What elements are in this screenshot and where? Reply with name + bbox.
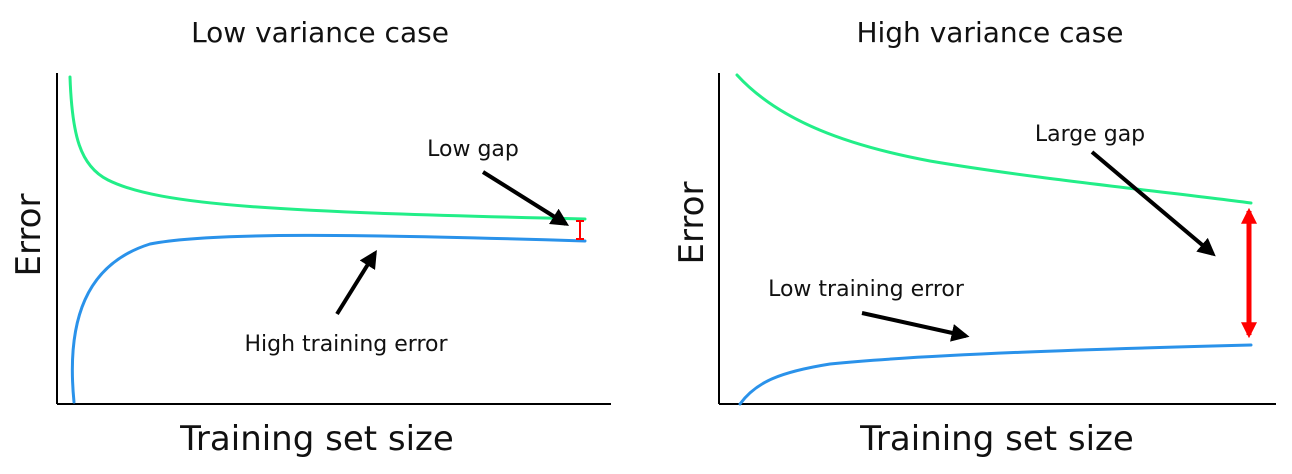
panel-high-variance: High variance case Error Training set si… bbox=[672, 16, 1276, 459]
large-gap-arrow bbox=[1090, 150, 1216, 257]
annotation-low-training-error: Low training error bbox=[768, 277, 965, 302]
x-axis-label-low-variance: Training set size bbox=[179, 419, 454, 459]
validation-error-curve-low-variance bbox=[68, 75, 587, 221]
panel-low-variance: Low variance case Error Training set siz… bbox=[9, 16, 611, 459]
high-training-error-arrow bbox=[335, 249, 377, 316]
annotation-low-gap: Low gap bbox=[427, 137, 519, 162]
training-error-curve-low-variance bbox=[70, 233, 587, 404]
validation-error-curve-high-variance bbox=[735, 73, 1253, 205]
y-axis-label-high-variance: Error bbox=[672, 182, 712, 265]
training-error-curve-high-variance bbox=[738, 343, 1253, 406]
annotation-high-training-error: High training error bbox=[244, 332, 448, 357]
x-axis-label-high-variance: Training set size bbox=[859, 419, 1134, 459]
annotation-large-gap: Large gap bbox=[1035, 122, 1145, 147]
axes-low-variance bbox=[56, 73, 611, 405]
panel-title-low-variance: Low variance case bbox=[191, 16, 449, 49]
low-training-error-arrow bbox=[861, 311, 970, 342]
low-gap-arrow bbox=[481, 170, 570, 226]
axes-high-variance bbox=[718, 73, 1276, 405]
panel-title-high-variance: High variance case bbox=[856, 16, 1123, 49]
y-axis-label-low-variance: Error bbox=[9, 194, 49, 277]
